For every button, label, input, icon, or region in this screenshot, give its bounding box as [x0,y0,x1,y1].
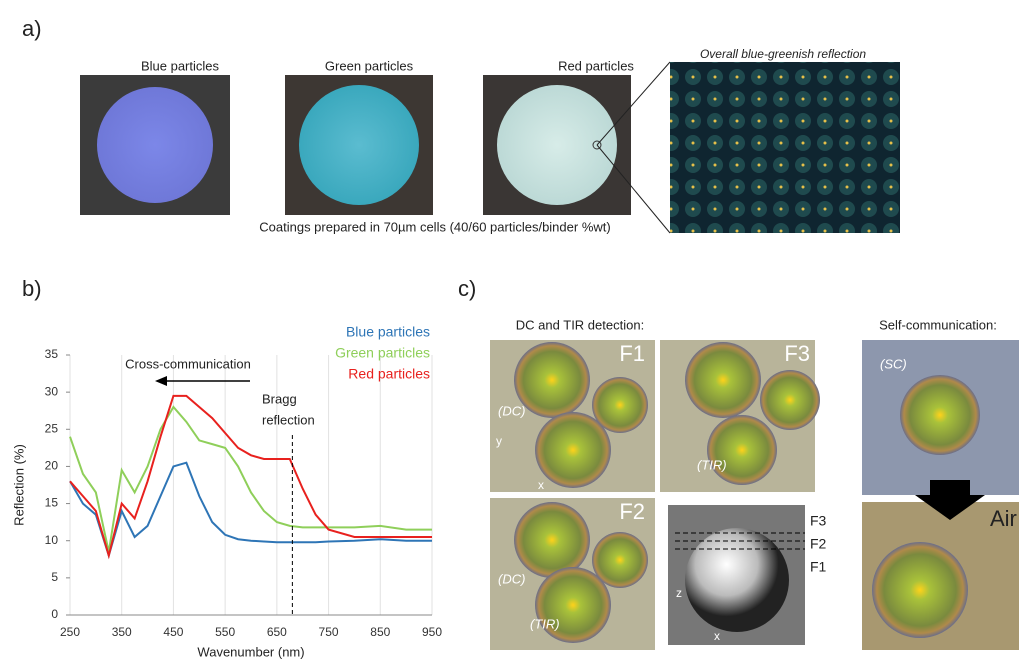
photo-label: Green particles [325,58,414,73]
annotation: Bragg [262,391,297,406]
plane-label: F2 [810,536,827,552]
axis-label: x [714,629,720,643]
x-tick-label: 750 [319,625,339,639]
annotation: (DC) [498,571,525,586]
y-tick-label: 30 [45,384,59,398]
legend-label: Green particles [335,345,430,361]
annotation: reflection [262,412,315,427]
y-tick-label: 25 [45,421,59,435]
cell [872,542,968,638]
x-axis-title: Wavenumber (nm) [197,644,304,659]
axis-label: z [676,586,682,600]
caption: Coatings prepared in 70µm cells (40/60 p… [259,219,610,234]
annotation: Air [990,506,1017,531]
annotation: (TIR) [530,616,560,631]
legend-label: Blue particles [346,324,430,340]
coating [497,85,617,205]
y-tick-label: 20 [45,459,59,473]
frame-label: F2 [619,499,645,524]
x-tick-label: 550 [215,625,235,639]
y-tick-label: 15 [45,496,59,510]
plane-label: F3 [810,513,827,529]
photo-label: Blue particles [141,58,220,73]
panel-label: b) [22,276,42,301]
cell [592,377,648,433]
frame-label: F1 [619,341,645,366]
y-tick-label: 35 [45,347,59,361]
cell [592,532,648,588]
panel-label: a) [22,16,42,41]
annotation: (SC) [880,356,907,371]
micrograph [670,62,900,233]
x-tick-label: 650 [267,625,287,639]
subtitle: DC and TIR detection: [516,317,644,332]
series-line [70,463,432,556]
y-tick-label: 5 [51,570,58,584]
frame-label: F3 [784,341,810,366]
photo-label: Red particles [558,58,634,73]
y-axis-title: Reflection (%) [11,444,26,526]
annotation: (TIR) [697,457,727,472]
annotation: Cross-communication [125,356,251,371]
sphere [685,528,789,632]
x-tick-label: 850 [370,625,390,639]
y-tick-label: 10 [45,533,59,547]
micrographs [490,340,1019,650]
arrow-head [155,376,167,386]
cell [760,370,820,430]
cell [900,375,980,455]
micrograph-title: Overall blue-greenish reflection [700,47,866,61]
cell [685,342,761,418]
x-tick-label: 450 [163,625,183,639]
cell [707,415,777,485]
x-tick-label: 250 [60,625,80,639]
axis-label: y [496,434,502,448]
plane-label: F1 [810,559,827,575]
annotation: (DC) [498,403,525,418]
photos [80,62,900,233]
legend-label: Red particles [348,366,430,382]
figure: a) Blue particles Green particles Red pa… [0,0,1019,663]
cell [514,502,590,578]
coating [97,87,213,203]
y-tick-label: 0 [51,607,58,621]
x-tick-label: 350 [112,625,132,639]
coating [299,85,419,205]
axis-label: x [538,478,544,492]
x-tick-label: 950 [422,625,442,639]
series-line [70,407,432,552]
panel-label: c) [458,276,476,301]
subtitle: Self-communication: [879,317,997,332]
